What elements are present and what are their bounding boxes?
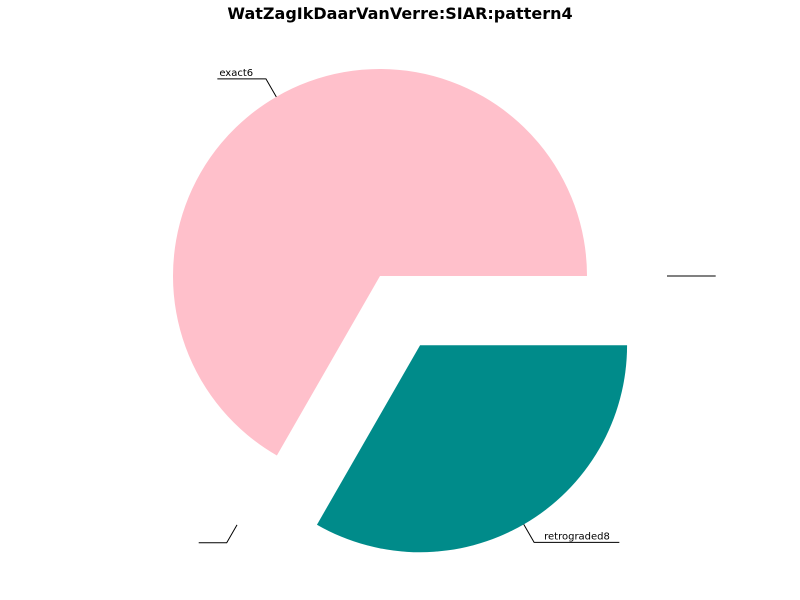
pie-slice-retrograded8: [316, 345, 628, 553]
leader-line-exact6-0: [217, 78, 277, 98]
pie-slice-exact6: [172, 68, 587, 456]
pie-labels: exact6 retrograded8: [198, 68, 716, 544]
leader-line-unlabeled-1: [198, 524, 238, 544]
leader-line-retrograded8-2: [523, 524, 620, 543]
pie-slices: [172, 68, 628, 553]
chart-title: WatZagIkDaarVanVerre:SIAR:pattern4: [227, 4, 572, 23]
slice-label-exact6: exact6: [219, 68, 253, 79]
slice-label-retrograded8: retrograded8: [544, 531, 610, 542]
